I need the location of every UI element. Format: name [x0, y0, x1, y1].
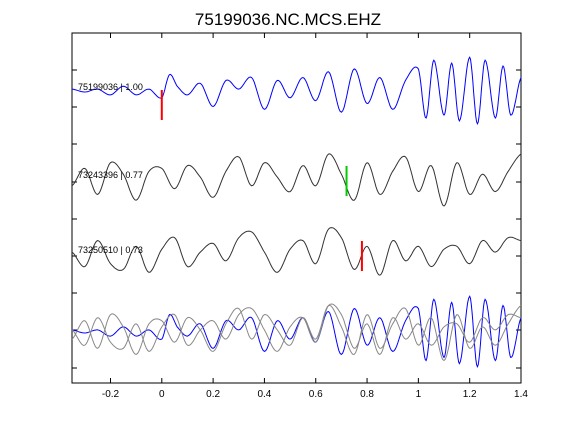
chart-title: 75199036.NC.MCS.EHZ — [195, 10, 381, 29]
x-axis-ticks: -0.2 0 0.2 0.4 0.6 0.8 1 1.2 1.4 — [102, 33, 528, 400]
x-tick-label: -0.2 — [102, 389, 120, 400]
x-tick-label: 0.2 — [206, 389, 220, 400]
trace-group: 75199036 | 1.00 73243396 | 0.77 73250510 |… — [71, 56, 522, 276]
x-tick-label: 1.4 — [514, 389, 528, 400]
x-tick-label: 1.2 — [463, 389, 477, 400]
trace-line — [71, 56, 522, 126]
trace-label: 73250510 | 0.73 — [78, 245, 143, 255]
trace-label: 75199036 | 1.00 — [78, 82, 143, 92]
trace-line — [71, 153, 522, 207]
overlay-trace-line — [71, 304, 522, 362]
x-tick-label: 0 — [159, 389, 165, 400]
x-tick-label: 1 — [416, 389, 422, 400]
plot-frame — [71, 32, 522, 384]
trace-label: 73243396 | 0.77 — [78, 170, 143, 180]
x-tick-label: 0.8 — [360, 389, 374, 400]
overlay-trace-line — [71, 303, 522, 355]
trace-line — [71, 227, 522, 276]
x-tick-label: 0.6 — [309, 389, 323, 400]
overlay-group — [71, 295, 522, 369]
x-tick-label: 0.4 — [257, 389, 271, 400]
